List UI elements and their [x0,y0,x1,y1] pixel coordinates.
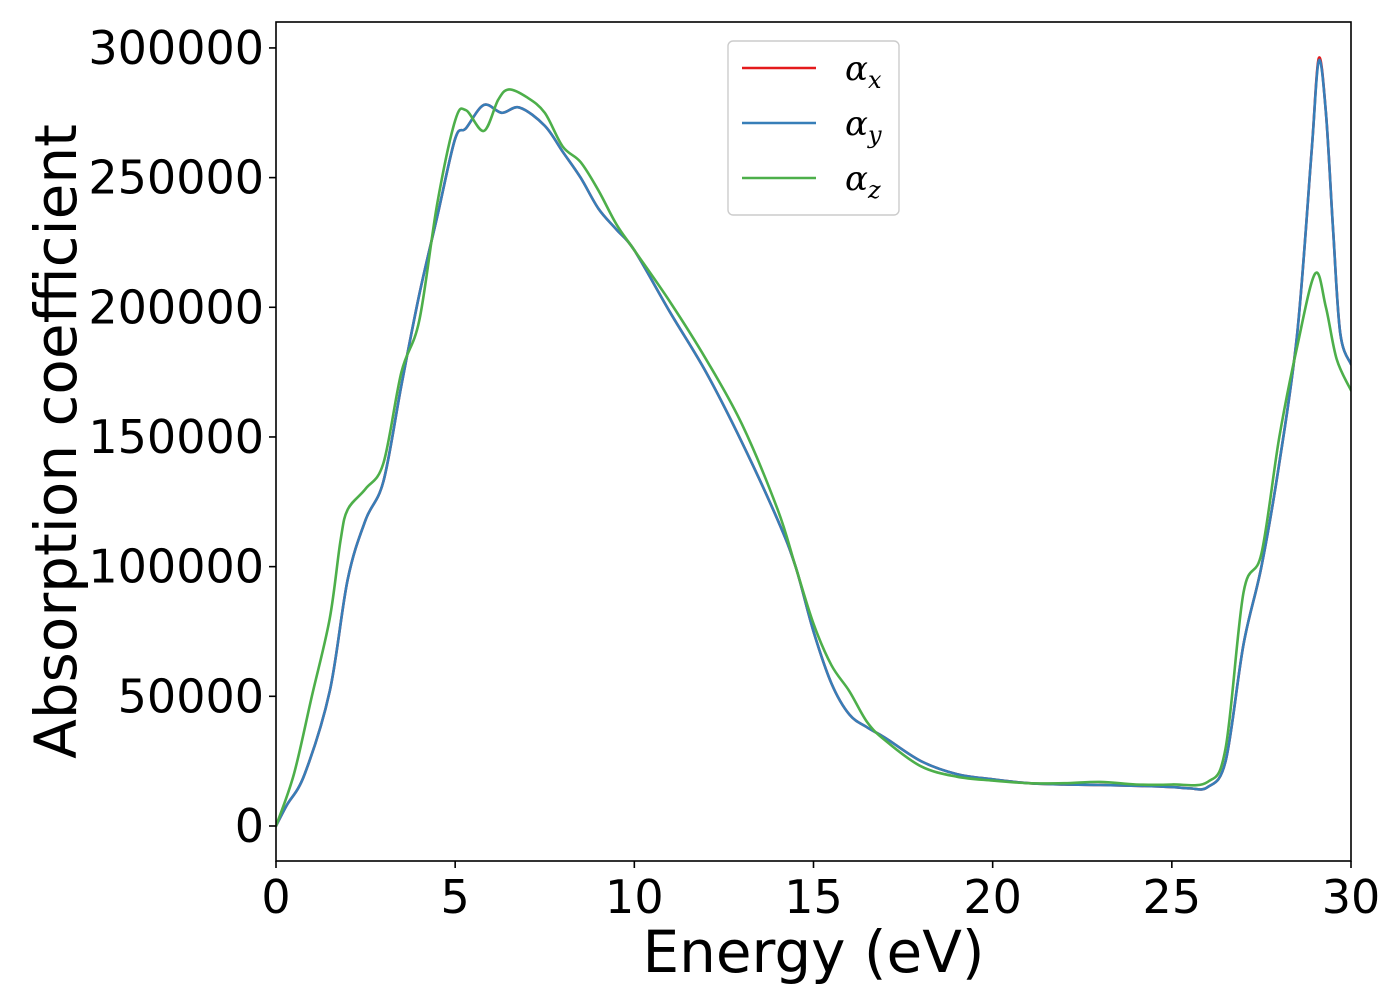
legend-label-z: αz [845,159,881,204]
series-line-z [276,88,1351,828]
x-tick-label: 20 [963,870,1022,924]
x-tick-label: 5 [441,870,470,924]
series-line-y [276,58,1351,828]
y-tick-label: 200000 [88,280,264,334]
y-tick-label: 50000 [118,669,264,723]
legend: αx αy αz [727,40,900,216]
x-tick-label: 15 [784,870,843,924]
legend-box [727,40,900,216]
y-tick-label: 250000 [88,151,264,205]
x-tick-label: 0 [261,870,290,924]
x-tick-label: 10 [605,870,664,924]
series-layer [276,56,1351,828]
y-tick-label: 100000 [88,540,264,594]
x-tick-label: 25 [1143,870,1202,924]
x-axis-ticks: 0 5 10 15 20 25 30 [261,861,1380,924]
x-axis-title: Energy (eV) [642,918,984,986]
x-tick-label: 30 [1322,870,1381,924]
legend-label-x: αx [845,49,882,94]
y-axis-ticks: 0 50000 100000 150000 200000 250000 300000 [88,21,276,853]
y-tick-label: 0 [235,799,264,853]
y-tick-label: 150000 [88,410,264,464]
y-tick-label: 300000 [88,21,264,75]
y-axis-title: Absorption coefficient [22,124,90,759]
legend-label-y: αy [845,104,882,149]
